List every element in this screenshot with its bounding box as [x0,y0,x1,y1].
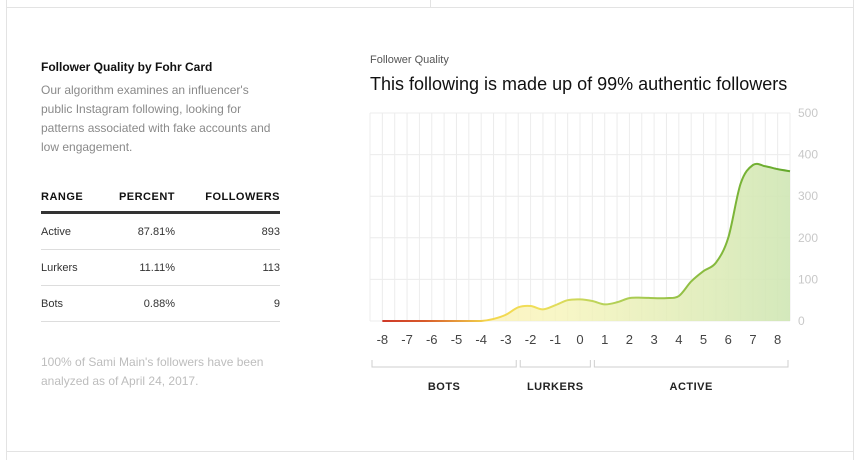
row-percent: 11.11% [111,249,175,286]
y-tick-label: 400 [798,148,818,162]
range-label: LURKERS [527,381,584,393]
card-title: Follower Quality by Fohr Card [41,60,213,74]
chart-title: This following is made up of 99% authent… [370,74,788,94]
y-tick-label: 100 [798,272,818,286]
chart-area [382,163,790,321]
y-tick-label: 300 [798,189,818,203]
row-percent: 87.81% [111,212,175,250]
card-frame-divider [430,0,431,8]
range-bracket [593,360,789,368]
x-tick-label: -4 [475,332,487,347]
card-description: Our algorithm examines an influencer's p… [41,83,271,154]
range-bracket [519,360,591,368]
row-followers: 113 [175,249,280,286]
x-tick-label: 2 [626,332,633,347]
x-tick-label: -1 [550,332,562,347]
range-bracket [371,360,517,368]
analysis-footnote: 100% of Sami Main's followers have been … [41,355,264,388]
x-tick-label: -3 [500,332,512,347]
card-frame-right [853,0,854,460]
row-percent: 0.88% [111,285,175,322]
quality-table: RANGE PERCENT FOLLOWERS Active 87.81% 89… [41,183,280,322]
table-row: Active 87.81% 893 [41,212,280,250]
x-tick-label: -6 [426,332,438,347]
row-range: Bots [41,285,111,322]
header-followers: FOLLOWERS [175,183,280,214]
row-followers: 893 [175,212,280,250]
chart-line [382,162,791,322]
x-tick-label: 4 [675,332,682,347]
chart-kicker: Follower Quality [370,54,449,66]
card-frame-bottom [6,451,854,452]
info-panel: Follower Quality by Fohr Card Our algori… [41,60,281,157]
chart-grid [369,112,791,322]
x-tick-label: -2 [525,332,537,347]
x-tick-label: -5 [451,332,463,347]
row-followers: 9 [175,285,280,322]
card-frame-left [6,0,7,460]
x-tick-label: 6 [725,332,732,347]
x-tick-label: -8 [377,332,389,347]
header-range: RANGE [41,183,111,214]
y-tick-label: 200 [798,231,818,245]
range-label: ACTIVE [670,381,713,393]
x-tick-label: 1 [601,332,608,347]
x-tick-label: -7 [401,332,413,347]
table-row: Bots 0.88% 9 [41,285,280,322]
header-percent: PERCENT [111,183,175,214]
x-tick-label: 5 [700,332,707,347]
y-tick-label: 500 [798,106,818,120]
table-header-row: RANGE PERCENT FOLLOWERS [41,183,280,214]
x-tick-label: 0 [576,332,583,347]
y-tick-label: 0 [798,314,805,328]
x-tick-label: 3 [651,332,658,347]
x-tick-label: 8 [774,332,781,347]
range-label: BOTS [428,381,461,393]
x-tick-label: 7 [749,332,756,347]
table-row: Lurkers 11.11% 113 [41,249,280,286]
row-range: Lurkers [41,249,111,286]
row-range: Active [41,212,111,250]
